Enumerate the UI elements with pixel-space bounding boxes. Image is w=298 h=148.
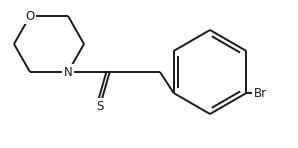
Text: S: S [96,99,104,112]
Text: N: N [64,66,72,78]
Text: O: O [25,9,35,22]
Text: Br: Br [254,86,267,99]
